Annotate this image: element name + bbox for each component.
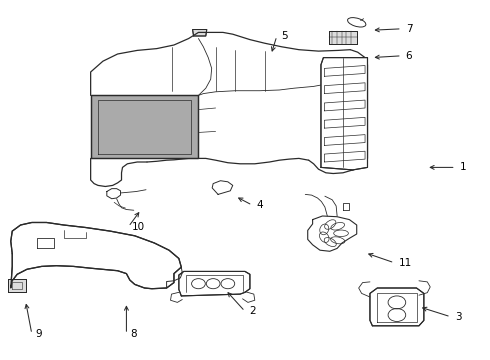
Polygon shape	[8, 279, 26, 292]
Text: 3: 3	[455, 312, 462, 322]
Polygon shape	[11, 222, 181, 289]
Text: 4: 4	[256, 200, 263, 210]
Text: 10: 10	[132, 222, 146, 232]
Polygon shape	[91, 95, 198, 158]
Text: 2: 2	[249, 306, 256, 316]
Text: 5: 5	[281, 31, 288, 41]
Polygon shape	[321, 58, 368, 170]
Text: 9: 9	[36, 329, 43, 339]
Text: 11: 11	[398, 258, 412, 268]
Text: 6: 6	[406, 51, 413, 61]
Polygon shape	[329, 31, 357, 44]
Polygon shape	[193, 30, 207, 36]
Polygon shape	[179, 271, 250, 296]
Polygon shape	[370, 288, 424, 326]
Text: 8: 8	[130, 329, 137, 339]
Text: 1: 1	[460, 162, 466, 172]
Text: 7: 7	[406, 24, 413, 34]
